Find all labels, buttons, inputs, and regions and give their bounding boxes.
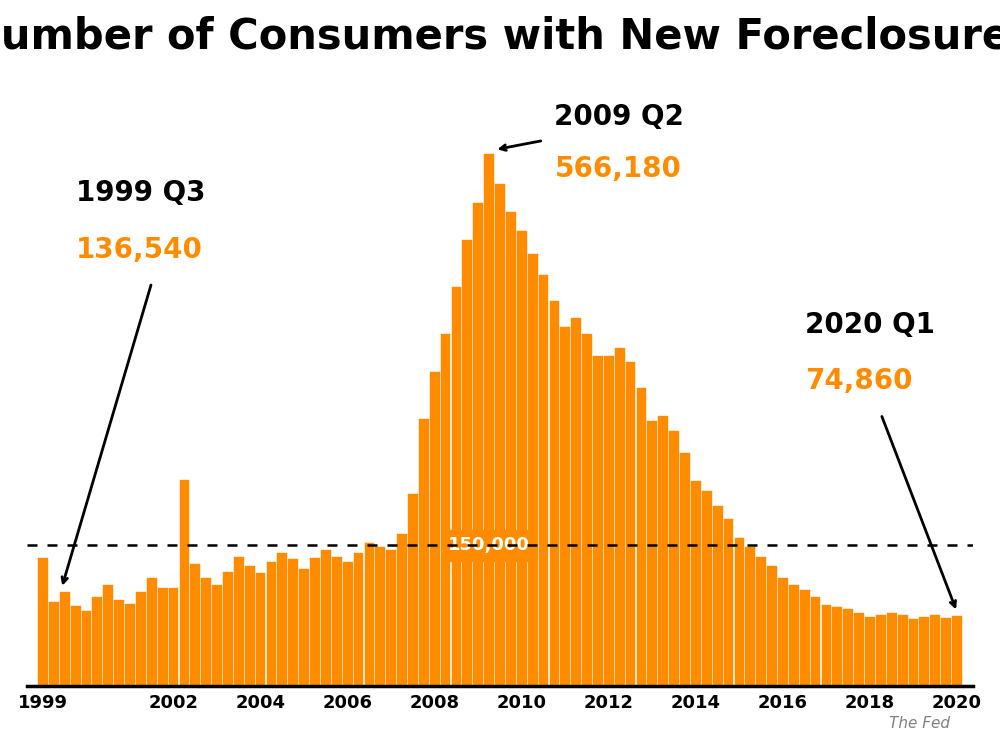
Bar — [822, 605, 831, 686]
Bar — [832, 608, 842, 686]
Bar — [517, 231, 527, 686]
Bar — [735, 538, 744, 686]
Bar — [212, 585, 222, 686]
Bar — [147, 578, 157, 686]
Bar — [256, 574, 265, 686]
Bar — [789, 585, 799, 686]
Bar — [430, 371, 440, 686]
Bar — [386, 550, 396, 686]
Bar — [343, 562, 353, 686]
Bar — [495, 184, 505, 686]
Bar — [408, 494, 418, 686]
Bar — [201, 578, 211, 686]
Bar — [462, 240, 472, 686]
Bar — [582, 334, 592, 686]
Text: 74,860: 74,860 — [805, 367, 912, 395]
Bar — [539, 274, 548, 686]
Text: 136,540: 136,540 — [76, 236, 202, 263]
Bar — [528, 254, 538, 686]
Bar — [909, 619, 918, 686]
Bar — [724, 519, 733, 686]
Bar — [397, 534, 407, 686]
Bar — [778, 578, 788, 686]
Bar — [941, 617, 951, 686]
Bar — [92, 597, 102, 686]
Bar — [158, 587, 168, 686]
Bar — [876, 615, 886, 686]
Bar — [506, 212, 516, 686]
Text: 566,180: 566,180 — [554, 154, 681, 183]
Bar — [267, 562, 276, 686]
Bar — [452, 287, 461, 686]
Bar — [60, 592, 70, 686]
Bar — [604, 356, 614, 686]
Bar — [484, 154, 494, 686]
Bar — [288, 560, 298, 686]
Bar — [71, 606, 81, 686]
Bar — [702, 490, 712, 686]
Bar — [234, 556, 244, 686]
Bar — [854, 613, 864, 686]
Bar — [49, 602, 59, 686]
Bar — [669, 430, 679, 686]
Bar — [756, 556, 766, 686]
Bar — [919, 616, 929, 686]
Bar — [713, 506, 723, 686]
Bar — [419, 419, 429, 686]
Bar — [354, 553, 363, 686]
Bar — [550, 302, 559, 686]
Text: 150,000: 150,000 — [448, 536, 530, 554]
Bar — [843, 609, 853, 686]
Bar — [691, 482, 701, 686]
Bar — [245, 566, 255, 686]
Bar — [332, 556, 342, 686]
Bar — [223, 572, 233, 686]
Text: 2009 Q2: 2009 Q2 — [554, 103, 684, 131]
Bar — [571, 318, 581, 686]
Bar — [169, 587, 178, 686]
Bar — [103, 585, 113, 686]
Bar — [811, 597, 820, 686]
Bar — [658, 416, 668, 686]
Bar — [180, 479, 189, 686]
Bar — [473, 202, 483, 686]
Bar — [299, 568, 309, 686]
Bar — [647, 422, 657, 686]
Text: 2020 Q1: 2020 Q1 — [805, 310, 935, 339]
Bar — [865, 616, 875, 686]
Bar — [321, 550, 331, 686]
Bar — [952, 616, 962, 686]
Bar — [800, 590, 810, 686]
Bar — [365, 544, 374, 686]
Bar — [626, 362, 635, 686]
Bar — [441, 334, 450, 686]
Text: The Fed: The Fed — [889, 716, 950, 731]
Bar — [637, 388, 646, 686]
Bar — [136, 592, 146, 686]
Bar — [125, 604, 135, 686]
Bar — [38, 558, 48, 686]
Bar — [82, 611, 91, 686]
Bar — [887, 613, 897, 686]
Bar — [930, 615, 940, 686]
Bar — [898, 615, 908, 686]
Bar — [114, 600, 124, 686]
Bar — [310, 559, 320, 686]
Bar — [560, 328, 570, 686]
Bar — [767, 566, 777, 686]
Title: Number of Consumers with New Foreclosures: Number of Consumers with New Foreclosure… — [0, 15, 1000, 57]
Bar — [680, 453, 690, 686]
Bar — [593, 356, 603, 686]
Bar — [190, 564, 200, 686]
Bar — [277, 553, 287, 686]
Text: 1999 Q3: 1999 Q3 — [76, 179, 205, 207]
Bar — [745, 548, 755, 686]
Bar — [375, 548, 385, 686]
Bar — [615, 348, 625, 686]
